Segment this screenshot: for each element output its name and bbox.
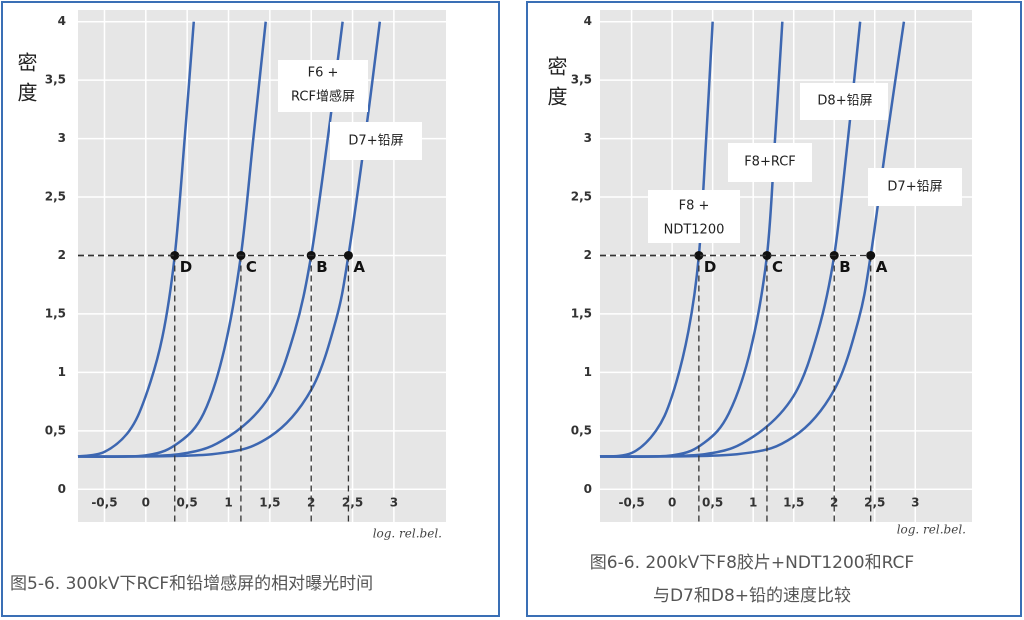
y-tick-label: 3 bbox=[58, 131, 66, 145]
point-marker bbox=[762, 250, 772, 260]
y-tick-label: 4 bbox=[584, 14, 592, 28]
curve bbox=[77, 21, 267, 459]
annotation: D7+铅屏 bbox=[887, 180, 942, 195]
annotation: NDT1200 bbox=[664, 223, 725, 238]
panel-frame bbox=[1, 1, 500, 617]
y-tick-label: 0 bbox=[58, 482, 66, 496]
chart-title: 图5-6. 300kV下RCF和铅增感屏的相对曝光时间 bbox=[10, 574, 373, 594]
x-tick-label: 2 bbox=[830, 496, 838, 510]
y-tick-label: 1 bbox=[58, 365, 66, 379]
plot-area bbox=[600, 10, 972, 522]
y-tick-label: 0,5 bbox=[45, 423, 66, 437]
annotation-box bbox=[728, 143, 812, 182]
point-label: B bbox=[839, 258, 850, 276]
y-axis-label: 密度 bbox=[14, 52, 38, 112]
y-tick-label: 2 bbox=[58, 248, 66, 262]
y-tick-label: 3,5 bbox=[45, 73, 66, 87]
x-axis-label: log. rel.bel. bbox=[897, 523, 966, 537]
curve bbox=[77, 21, 196, 458]
x-tick-label: -0,5 bbox=[618, 496, 644, 510]
chart-title: 与D7和D8+铅的速度比较 bbox=[653, 586, 851, 606]
curve bbox=[77, 21, 344, 458]
x-tick-label: 3 bbox=[390, 496, 398, 510]
annotation-box bbox=[800, 83, 888, 120]
x-tick-label: -0,5 bbox=[91, 496, 117, 510]
y-tick-label: 2 bbox=[584, 248, 592, 262]
x-tick-label: 0 bbox=[668, 496, 676, 510]
y-tick-label: 0 bbox=[584, 482, 592, 496]
point-marker bbox=[343, 250, 353, 260]
annotation-box bbox=[330, 122, 422, 160]
annotation: RCF增感屏 bbox=[291, 89, 355, 105]
y-tick-label: 1 bbox=[584, 365, 592, 379]
x-tick-label: 1,5 bbox=[259, 496, 280, 510]
y-tick-label: 3,5 bbox=[571, 73, 592, 87]
x-tick-label: 1,5 bbox=[783, 496, 804, 510]
curve bbox=[599, 21, 784, 459]
x-tick-label: 0 bbox=[142, 496, 150, 510]
plot-area bbox=[78, 10, 446, 522]
point-label: A bbox=[876, 258, 888, 276]
y-tick-label: 2,5 bbox=[45, 190, 66, 204]
y-tick-label: 2,5 bbox=[571, 190, 592, 204]
point-label: D bbox=[180, 258, 192, 276]
curve bbox=[599, 21, 906, 458]
point-label: C bbox=[246, 258, 257, 276]
annotation-box bbox=[278, 60, 368, 112]
point-label: C bbox=[772, 258, 783, 276]
annotation: F8 + bbox=[679, 199, 710, 214]
annotation-box bbox=[868, 168, 962, 206]
curve bbox=[599, 21, 714, 458]
annotation: D8+铅屏 bbox=[817, 94, 872, 109]
curve bbox=[599, 21, 862, 458]
point-label: A bbox=[353, 258, 365, 276]
annotation: F6 + bbox=[308, 66, 339, 81]
y-tick-label: 4 bbox=[58, 14, 66, 28]
x-tick-label: 1 bbox=[749, 496, 757, 510]
chart-title: 图6-6. 200kV下F8胶片+NDT1200和RCF bbox=[590, 553, 914, 573]
annotation-box bbox=[648, 190, 740, 243]
y-tick-label: 3 bbox=[584, 131, 592, 145]
point-label: B bbox=[316, 258, 327, 276]
annotation: D7+铅屏 bbox=[348, 134, 403, 149]
point-marker bbox=[866, 250, 876, 260]
annotation: F8+RCF bbox=[744, 155, 796, 170]
y-axis-label: 密度 bbox=[544, 56, 568, 116]
x-tick-label: 0,5 bbox=[702, 496, 723, 510]
x-tick-label: 3 bbox=[911, 496, 919, 510]
x-tick-label: 2 bbox=[307, 496, 315, 510]
y-tick-label: 1,5 bbox=[571, 306, 592, 320]
x-tick-label: 1 bbox=[224, 496, 232, 510]
x-tick-label: 0,5 bbox=[177, 496, 198, 510]
x-tick-label: 2,5 bbox=[342, 496, 363, 510]
point-marker bbox=[170, 250, 180, 260]
x-tick-label: 2,5 bbox=[864, 496, 885, 510]
x-axis-label: log. rel.bel. bbox=[373, 527, 442, 541]
y-tick-label: 0,5 bbox=[571, 423, 592, 437]
y-tick-label: 1,5 bbox=[45, 306, 66, 320]
point-marker bbox=[694, 250, 704, 260]
panel-frame bbox=[526, 1, 1022, 617]
point-label: D bbox=[704, 258, 716, 276]
